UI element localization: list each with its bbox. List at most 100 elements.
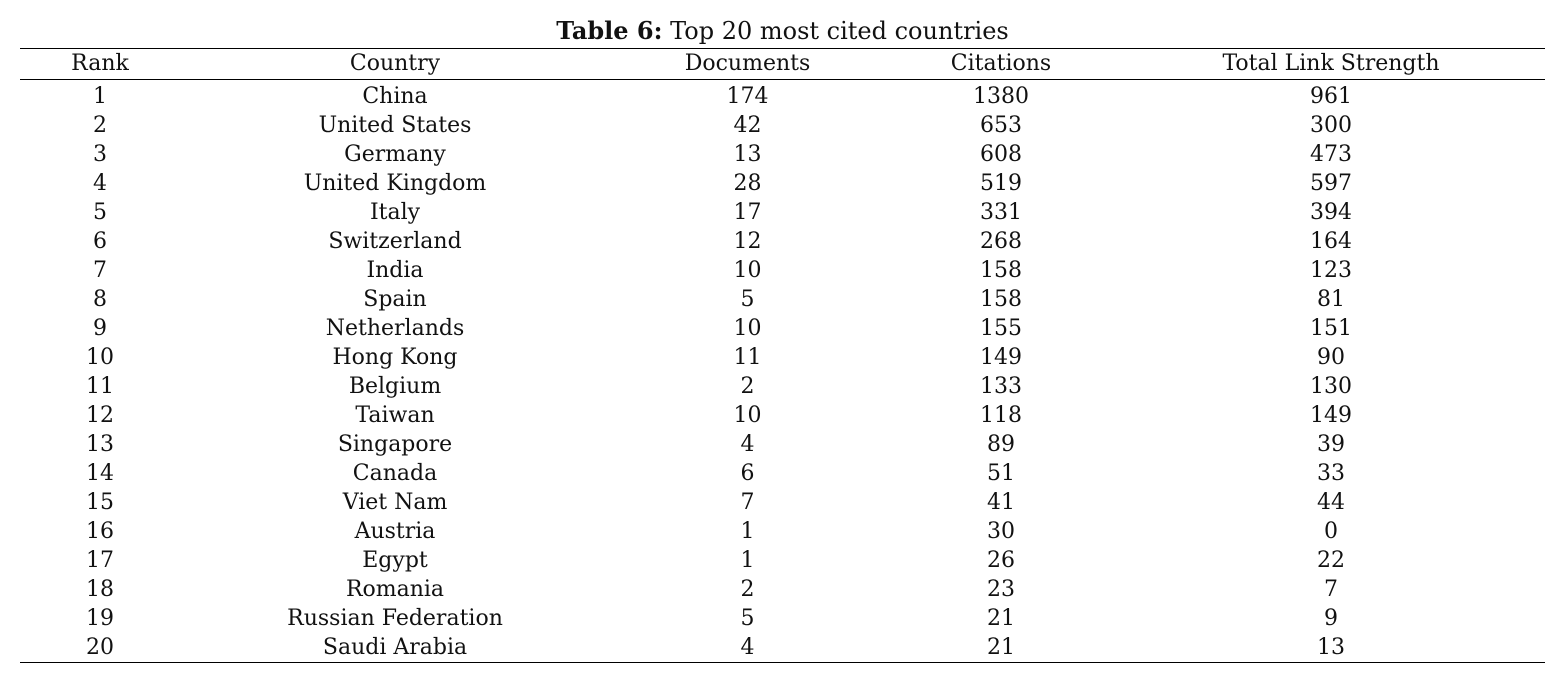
country-cell: India <box>366 258 424 283</box>
citations-cell: 118 <box>980 403 1022 428</box>
rank-cell: 3 <box>93 142 107 167</box>
documents-cell: 4 <box>740 432 755 457</box>
citations-cell: 158 <box>980 287 1022 312</box>
documents-cell: 5 <box>740 287 755 312</box>
citations-cell: 26 <box>987 548 1015 573</box>
column-header-rank: Rank <box>20 48 180 80</box>
table-row: 5 Italy 17 331 394 <box>20 198 1545 227</box>
table-row: 17 Egypt 1 26 22 <box>20 546 1545 575</box>
citations-cell: 133 <box>980 374 1022 399</box>
rank-cell: 19 <box>86 606 114 631</box>
rank-cell: 17 <box>86 548 114 573</box>
country-cell: Canada <box>352 461 438 486</box>
table-body: 1 China 174 1380 961 2 United States 42 653 300 3 G… <box>20 80 1545 663</box>
column-header-country: Country <box>180 48 610 80</box>
rank-cell: 15 <box>86 490 114 515</box>
documents-cell: 2 <box>740 577 755 602</box>
header-row: Rank Country Documents Citations Total L… <box>20 48 1545 80</box>
documents-cell: 1 <box>740 548 755 573</box>
table-caption-text: Top 20 most cited countries <box>670 17 1009 45</box>
documents-cell: 11 <box>733 345 762 370</box>
table-row: 8 Spain 5 158 81 <box>20 285 1545 314</box>
documents-cell: 10 <box>733 316 762 341</box>
total-link-strength-cell: 473 <box>1310 142 1352 167</box>
citations-cell: 21 <box>885 633 1117 663</box>
rank-cell: 4 <box>93 171 107 196</box>
documents-cell: 42 <box>733 113 762 138</box>
country-cell: China <box>362 84 428 109</box>
table-row: 10 Hong Kong 11 149 90 <box>20 343 1545 372</box>
citations-cell: 331 <box>980 200 1022 225</box>
total-link-strength-cell: 151 <box>1310 316 1352 341</box>
total-link-strength-cell: 7 <box>1324 577 1338 602</box>
documents-cell: 2 <box>740 374 755 399</box>
documents-cell: 5 <box>740 606 755 631</box>
documents-cell: 17 <box>733 200 762 225</box>
total-link-strength-cell: 961 <box>1310 84 1352 109</box>
documents-cell: 10 <box>733 258 762 283</box>
documents-cell: 28 <box>733 171 762 196</box>
citations-cell: 89 <box>987 432 1015 457</box>
citations-cell: 41 <box>987 490 1015 515</box>
total-link-strength-cell: 13 <box>1117 633 1545 663</box>
country-cell: Belgium <box>348 374 442 399</box>
rank-cell: 20 <box>20 633 180 663</box>
documents-cell: 7 <box>740 490 755 515</box>
table-row: 13 Singapore 4 89 39 <box>20 430 1545 459</box>
country-cell: Russian Federation <box>287 606 503 631</box>
citations-cell: 158 <box>980 258 1022 283</box>
rank-cell: 9 <box>93 316 107 341</box>
rank-cell: 2 <box>93 113 107 138</box>
citations-cell: 268 <box>980 229 1022 254</box>
citations-cell: 30 <box>987 519 1015 544</box>
documents-cell: 10 <box>733 403 762 428</box>
country-cell: Netherlands <box>325 316 465 341</box>
table-caption-label: Table 6: <box>556 16 663 45</box>
rank-cell: 8 <box>93 287 107 312</box>
total-link-strength-cell: 123 <box>1310 258 1352 283</box>
country-cell: Hong Kong <box>332 345 458 370</box>
country-cell: United States <box>318 113 472 138</box>
table-row: 1 China 174 1380 961 <box>20 80 1545 112</box>
country-cell: Italy <box>369 200 421 225</box>
table-caption: Table 6: Top 20 most cited countries <box>0 16 1561 46</box>
table-row: 18 Romania 2 23 7 <box>20 575 1545 604</box>
table-row: 6 Switzerland 12 268 164 <box>20 227 1545 256</box>
table-row: 3 Germany 13 608 473 <box>20 140 1545 169</box>
total-link-strength-cell: 9 <box>1324 606 1338 631</box>
rank-cell: 13 <box>86 432 114 457</box>
country-cell: Spain <box>363 287 427 312</box>
total-link-strength-cell: 44 <box>1317 490 1345 515</box>
rank-cell: 14 <box>86 461 114 486</box>
table-row: 7 India 10 158 123 <box>20 256 1545 285</box>
table-row: 16 Austria 1 30 0 <box>20 517 1545 546</box>
total-link-strength-cell: 394 <box>1310 200 1352 225</box>
total-link-strength-cell: 597 <box>1310 171 1352 196</box>
documents-cell: 12 <box>733 229 762 254</box>
table-row: 9 Netherlands 10 155 151 <box>20 314 1545 343</box>
documents-cell: 6 <box>740 461 755 486</box>
citations-cell: 155 <box>980 316 1022 341</box>
total-link-strength-cell: 33 <box>1317 461 1345 486</box>
documents-cell: 1 <box>740 519 755 544</box>
total-link-strength-cell: 300 <box>1310 113 1352 138</box>
table-row: 12 Taiwan 10 118 149 <box>20 401 1545 430</box>
citations-cell: 51 <box>987 461 1015 486</box>
table-row: 20 Saudi Arabia 4 21 13 <box>20 633 1545 663</box>
rank-cell: 18 <box>86 577 114 602</box>
table-row: 2 United States 42 653 300 <box>20 111 1545 140</box>
total-link-strength-cell: 22 <box>1317 548 1345 573</box>
total-link-strength-cell: 39 <box>1317 432 1345 457</box>
column-header-documents: Documents <box>610 48 885 80</box>
rank-cell: 10 <box>86 345 114 370</box>
total-link-strength-cell: 164 <box>1310 229 1352 254</box>
rank-cell: 11 <box>86 374 114 399</box>
country-cell: Germany <box>344 142 446 167</box>
rank-cell: 1 <box>93 84 107 109</box>
column-header-total-link-strength: Total Link Strength <box>1117 48 1545 80</box>
total-link-strength-cell: 0 <box>1324 519 1338 544</box>
rank-cell: 12 <box>86 403 114 428</box>
table-row: 14 Canada 6 51 33 <box>20 459 1545 488</box>
citations-cell: 149 <box>980 345 1022 370</box>
citations-table: Rank Country Documents Citations Total L… <box>20 48 1545 663</box>
